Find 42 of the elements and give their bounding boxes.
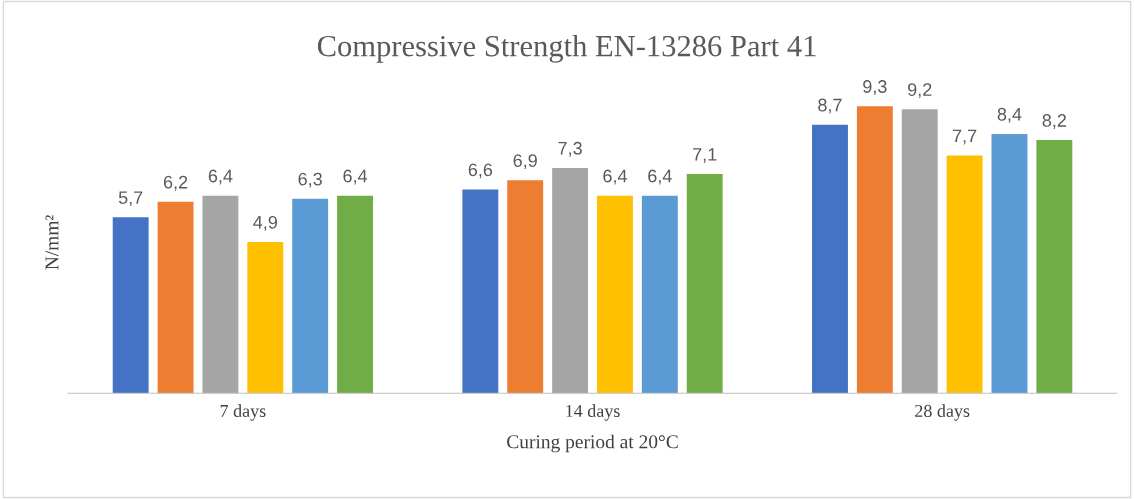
data-label: 6,6 bbox=[468, 163, 493, 179]
bar bbox=[337, 195, 373, 394]
bar bbox=[1036, 140, 1073, 394]
data-label: 7,7 bbox=[952, 129, 977, 145]
data-label: 6,4 bbox=[343, 169, 368, 185]
data-label: 4,9 bbox=[253, 215, 277, 231]
bar bbox=[946, 155, 983, 394]
data-label: 6,3 bbox=[298, 172, 322, 188]
data-label: 8,4 bbox=[997, 107, 1022, 123]
data-label: 6,4 bbox=[603, 169, 627, 185]
bar bbox=[991, 133, 1028, 394]
bar bbox=[597, 195, 633, 394]
bar bbox=[856, 106, 893, 394]
y-axis-title: N/mm² bbox=[45, 215, 59, 270]
bar bbox=[292, 198, 329, 394]
bar bbox=[686, 174, 723, 394]
bar bbox=[901, 109, 938, 394]
data-label: 8,7 bbox=[818, 98, 842, 114]
data-label: 7,3 bbox=[558, 141, 582, 157]
bar bbox=[202, 195, 239, 394]
x-tick-label: 28 days bbox=[915, 404, 970, 421]
data-label: 9,3 bbox=[863, 80, 887, 96]
data-label: 6,2 bbox=[163, 175, 188, 191]
data-label: 6,4 bbox=[208, 169, 233, 185]
bar bbox=[552, 167, 589, 394]
x-axis-title: Curing period at 20°C bbox=[507, 434, 678, 453]
data-label: 7,1 bbox=[693, 148, 717, 163]
data-label: 6,4 bbox=[648, 169, 672, 185]
bar bbox=[641, 195, 678, 394]
bar bbox=[247, 241, 284, 394]
data-label: 6,9 bbox=[513, 154, 537, 170]
chart-title: Compressive Strength EN-13286 Part 41 bbox=[317, 34, 816, 63]
x-tick-label: 14 days bbox=[566, 404, 620, 421]
bar bbox=[157, 201, 194, 394]
bar bbox=[507, 180, 544, 394]
bar bbox=[812, 124, 848, 394]
data-label: 8,2 bbox=[1042, 114, 1066, 129]
data-label: 5,7 bbox=[118, 191, 143, 207]
x-tick-label: 7 days bbox=[220, 404, 266, 421]
bar bbox=[462, 189, 499, 394]
data-label: 9,2 bbox=[908, 83, 932, 99]
bar bbox=[112, 217, 149, 394]
